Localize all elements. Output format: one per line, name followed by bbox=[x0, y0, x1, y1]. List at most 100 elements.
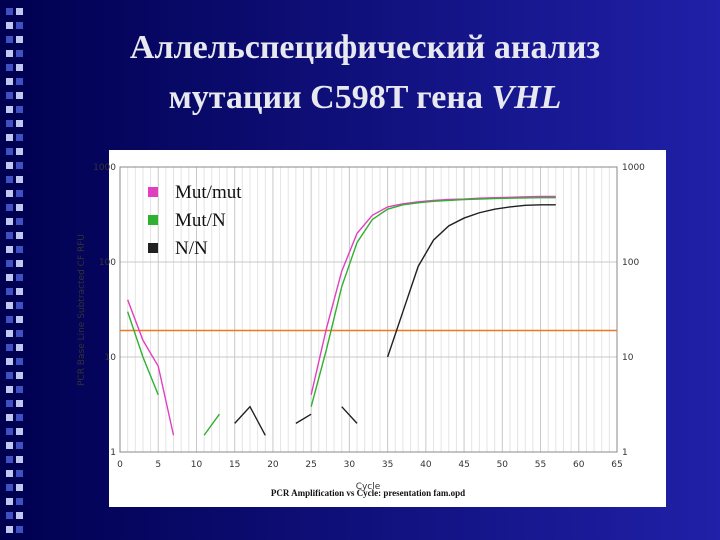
decor-square bbox=[6, 456, 13, 463]
decor-square bbox=[6, 148, 13, 155]
decor-square bbox=[16, 92, 23, 99]
legend-swatch bbox=[148, 187, 158, 197]
y-tick-label: 10 bbox=[105, 353, 117, 363]
decor-square bbox=[6, 176, 13, 183]
decor-square bbox=[6, 512, 13, 519]
decor-square bbox=[6, 134, 13, 141]
decor-square bbox=[16, 120, 23, 127]
y-tick-label-right: 1000 bbox=[622, 163, 645, 173]
decor-square bbox=[6, 162, 13, 169]
decor-square bbox=[6, 8, 13, 15]
decor-square bbox=[16, 204, 23, 211]
decor-square bbox=[6, 288, 13, 295]
x-tick-label: 35 bbox=[382, 460, 393, 470]
y-tick-label: 100 bbox=[99, 258, 116, 268]
decor-square bbox=[16, 50, 23, 57]
title-part: VHL bbox=[491, 79, 561, 116]
decor-square bbox=[16, 512, 23, 519]
x-tick-label: 0 bbox=[117, 460, 123, 470]
series-line bbox=[203, 413, 220, 436]
decor-square bbox=[6, 232, 13, 239]
series-line bbox=[310, 195, 556, 395]
decor-square bbox=[16, 106, 23, 113]
x-tick-label: 60 bbox=[573, 460, 585, 470]
series-line bbox=[126, 299, 175, 436]
x-tick-label: 55 bbox=[535, 460, 546, 470]
decor-square bbox=[6, 190, 13, 197]
x-tick-label: 5 bbox=[155, 460, 161, 470]
y-tick-label: 1 bbox=[110, 448, 116, 458]
x-tick-label: 20 bbox=[267, 460, 279, 470]
decor-square bbox=[16, 134, 23, 141]
decor-square bbox=[6, 246, 13, 253]
title-line: Аллельспецифический анализ bbox=[130, 29, 600, 66]
decor-square bbox=[16, 400, 23, 407]
decor-square bbox=[6, 400, 13, 407]
series-line bbox=[341, 406, 358, 424]
series-line bbox=[126, 311, 159, 396]
decor-square bbox=[6, 498, 13, 505]
decor-square bbox=[6, 64, 13, 71]
decor-square bbox=[16, 78, 23, 85]
decor-square bbox=[16, 358, 23, 365]
decor-square bbox=[16, 330, 23, 337]
decor-square bbox=[16, 442, 23, 449]
decor-square bbox=[16, 428, 23, 435]
decor-square bbox=[6, 330, 13, 337]
x-axis-label: Cycle bbox=[356, 482, 381, 492]
y-tick-label-right: 1 bbox=[622, 448, 628, 458]
y-tick-label-right: 10 bbox=[622, 353, 634, 363]
decor-square bbox=[6, 204, 13, 211]
decor-square bbox=[6, 260, 13, 267]
decor-square bbox=[16, 162, 23, 169]
decor-square bbox=[6, 358, 13, 365]
x-tick-label: 40 bbox=[420, 460, 432, 470]
title-part: мутации C598T гена bbox=[169, 79, 492, 116]
x-tick-label: 30 bbox=[344, 460, 356, 470]
decor-square bbox=[16, 526, 23, 533]
legend-label: N/N bbox=[175, 238, 208, 259]
decor-square bbox=[6, 120, 13, 127]
y-tick-label-right: 100 bbox=[622, 258, 639, 268]
decor-square bbox=[6, 218, 13, 225]
x-tick-label: 65 bbox=[611, 460, 622, 470]
decor-square bbox=[16, 232, 23, 239]
x-tick-label: 10 bbox=[191, 460, 203, 470]
x-tick-label: 15 bbox=[229, 460, 240, 470]
decor-square bbox=[16, 456, 23, 463]
legend-swatch bbox=[148, 215, 158, 225]
decor-square bbox=[16, 470, 23, 477]
decor-square bbox=[6, 274, 13, 281]
decor-strip bbox=[6, 8, 23, 533]
decor-square bbox=[16, 22, 23, 29]
decor-square bbox=[16, 176, 23, 183]
series-line bbox=[295, 413, 312, 425]
decor-square bbox=[16, 344, 23, 351]
legend-label: Mut/N bbox=[175, 210, 226, 231]
decor-square bbox=[6, 442, 13, 449]
decor-square bbox=[16, 36, 23, 43]
decor-square bbox=[16, 64, 23, 71]
decor-square bbox=[6, 372, 13, 379]
y-axis-label: PCR Base Line Subtracted CF RFU bbox=[77, 234, 87, 386]
decor-square bbox=[16, 8, 23, 15]
decor-square bbox=[6, 414, 13, 421]
decor-square bbox=[16, 246, 23, 253]
decor-square bbox=[16, 260, 23, 267]
plot-frame bbox=[119, 166, 618, 453]
decor-square bbox=[16, 498, 23, 505]
decor-square bbox=[16, 316, 23, 323]
x-tick-label: 25 bbox=[305, 460, 316, 470]
series-line bbox=[234, 405, 266, 436]
decor-square bbox=[6, 484, 13, 491]
series-line bbox=[310, 197, 556, 407]
decor-square bbox=[6, 302, 13, 309]
decor-square bbox=[6, 50, 13, 57]
decor-square bbox=[6, 470, 13, 477]
decor-square bbox=[16, 218, 23, 225]
x-tick-label: 50 bbox=[497, 460, 509, 470]
decor-square bbox=[6, 92, 13, 99]
decor-square bbox=[6, 526, 13, 533]
decor-square bbox=[6, 316, 13, 323]
